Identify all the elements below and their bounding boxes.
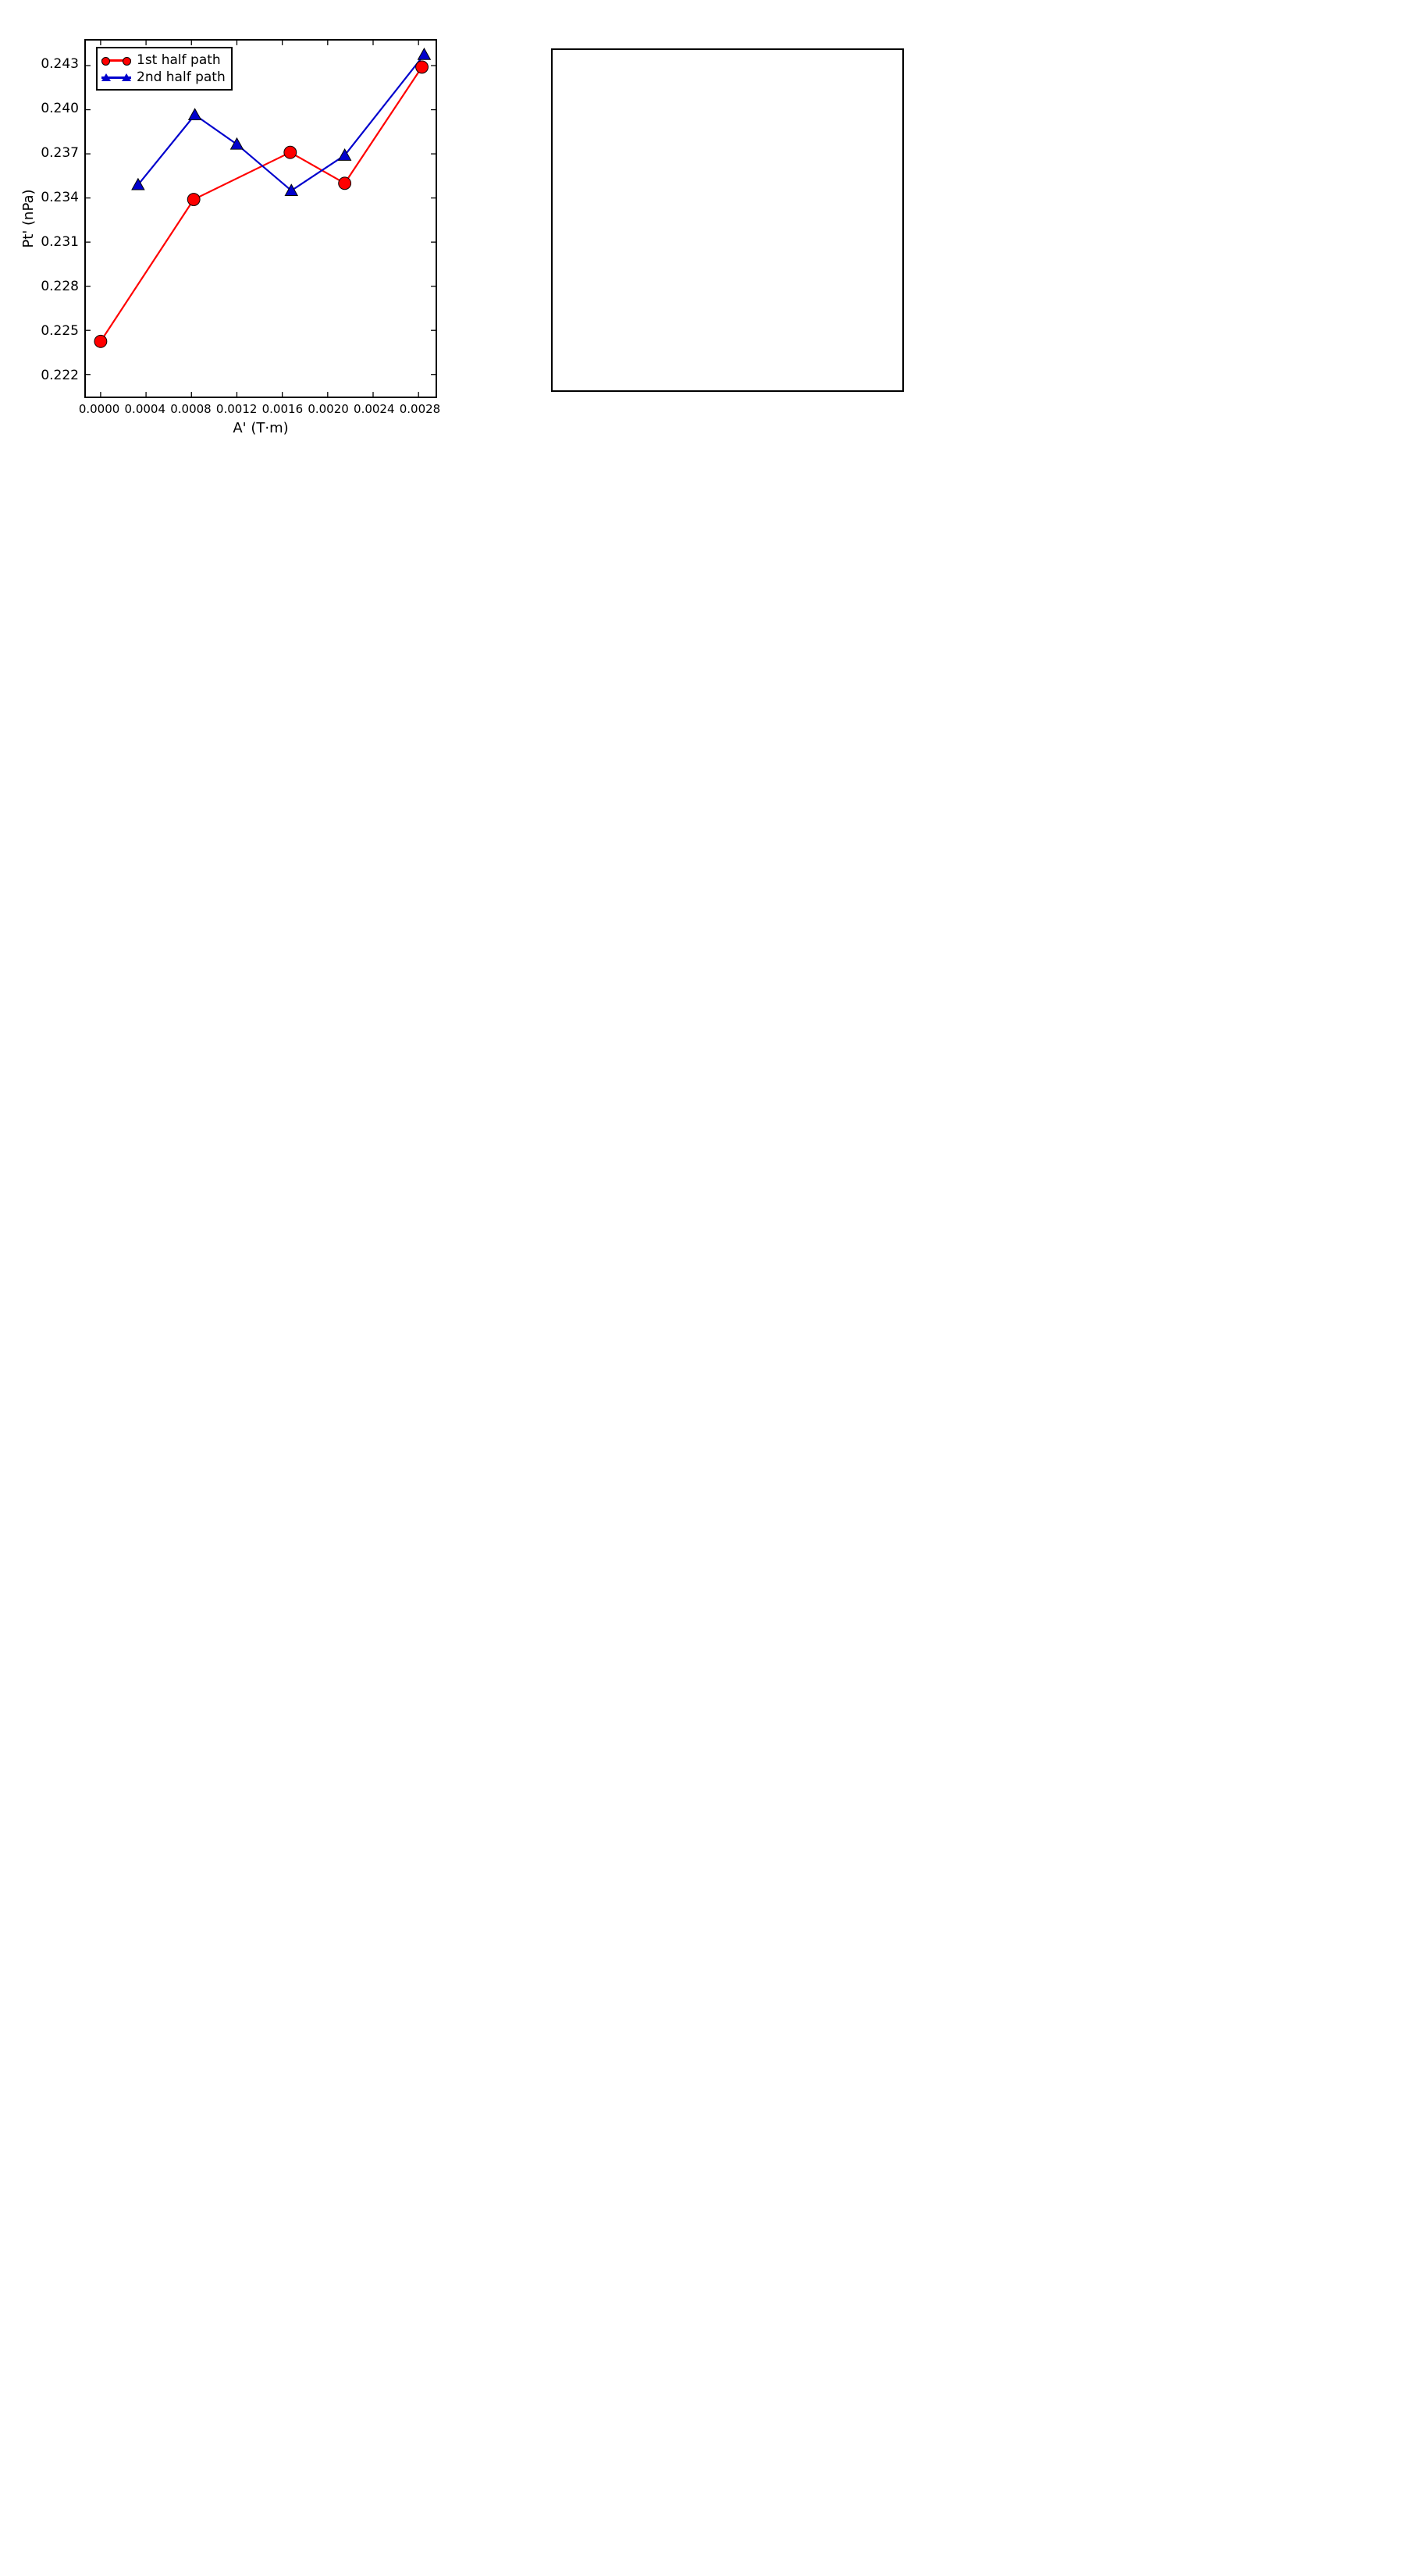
legend-label: 1st half path [137,52,221,68]
hodogram-v2v1-mvab-panel-plot-area [551,48,904,392]
transverse-pressure-panel-xtick: 0.0020 [308,402,349,416]
transverse-pressure-panel-xtick: 0.0012 [215,402,258,416]
transverse-pressure-panel: 0.0000 0.0004 0.0008 0.0012 0.0016 0.0020 0.00… [0,8,468,445]
transverse-pressure-panel-plot-area [84,39,437,398]
legend-swatch-circle [101,55,131,66]
legend-label: 2nd half path [137,69,226,85]
transverse-pressure-panel-ytick: 0.234 [41,190,79,206]
transverse-pressure-panel-xtick: 0.0004 [124,402,166,416]
transverse-pressure-panel-xtick: 0.0024 [354,402,395,416]
transverse-pressure-panel-xtick: 0.0008 [170,402,212,416]
transverse-pressure-panel-xtick: 0.0000 [78,402,120,416]
transverse-pressure-panel-xlabel: A' (T·m) [233,420,289,436]
legend-swatch-triangle [101,73,131,82]
transverse-pressure-panel-ytick: 0.228 [41,279,79,295]
legend-row: 2nd half path [101,69,226,86]
transverse-pressure-panel-ytick: 0.240 [41,101,79,117]
transverse-pressure-panel-ytick: 0.225 [41,323,79,340]
transverse-pressure-panel-ytick: 0.243 [41,56,79,73]
transverse-pressure-panel-ytick: 0.231 [41,234,79,251]
transverse-pressure-panel-xtick: 0.0016 [261,402,304,416]
hodogram-v2v1-mvab-panel-canvas [553,50,902,390]
transverse-pressure-panel-ytick: 0.237 [41,145,79,162]
transverse-pressure-panel-ylabel: Pt' (nPa) [20,189,37,248]
transverse-pressure-panel-xtick: 0.0028 [399,402,441,416]
transverse-pressure-panel-canvas [86,41,436,397]
hodogram-v2v1-mvab-panel [468,8,937,445]
transverse-pressure-panel-ytick: 0.222 [41,368,79,384]
legend-row: 1st half path [101,52,226,69]
transverse-pressure-legend: 1st half path 2nd half path [96,47,233,91]
